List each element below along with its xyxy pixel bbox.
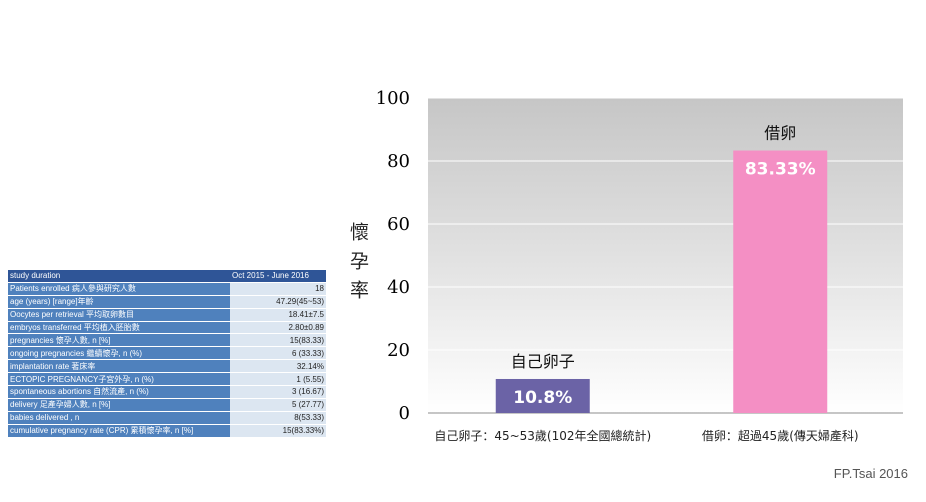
bar-annotation: 自己卵子	[511, 352, 575, 371]
row-label: ongoing pregnancies 繼續懷孕, n (%)	[8, 346, 230, 361]
plot-area	[428, 98, 903, 413]
study-summary-table: study duration Oct 2015 - June 2016 Pati…	[8, 270, 326, 438]
y-tick-label: 20	[387, 340, 410, 361]
table-body: study duration Oct 2015 - June 2016 Pati…	[8, 270, 326, 438]
row-value: 18	[230, 282, 326, 296]
row-label: spontaneous abortions 自然流產, n (%)	[8, 385, 230, 399]
row-value: 8(53.33)	[230, 411, 326, 425]
row-label: cumulative pregnancy rate (CPR) 累積懷孕率, n…	[8, 424, 230, 438]
row-label: implantation rate 著床率	[8, 359, 230, 374]
row-value: 15(83.33%)	[230, 424, 326, 438]
row-label: babies delivered , n	[8, 411, 230, 425]
row-label: embryos transferred 平均植入胚胎數	[8, 321, 230, 335]
y-tick-label: 40	[387, 277, 410, 298]
table-row: ECTOPIC PREGNANCY子宮外孕, n (%) 1 (5.55)	[8, 372, 326, 387]
row-label: Oocytes per retrieval 平均取卵數目	[8, 308, 230, 322]
y-tick-label: 100	[376, 88, 410, 109]
header-label: study duration	[8, 270, 230, 283]
x-category-label: 自己卵子：45~53歲(102年全國總統計)	[434, 428, 651, 443]
table-row: Oocytes per retrieval 平均取卵數目 18.41±7.5	[8, 308, 326, 322]
row-value: 2.80±0.89	[230, 321, 326, 335]
y-tick-label: 80	[387, 151, 410, 172]
bar	[733, 150, 828, 413]
y-tick-label: 0	[399, 403, 410, 424]
table-row: delivery 足產孕婦人數, n [%] 5 (27.77)	[8, 398, 326, 412]
row-label: Patients enrolled 病人參與研究人數	[8, 282, 230, 296]
bar	[495, 378, 590, 413]
row-value: 18.41±7.5	[230, 308, 326, 322]
row-value: 1 (5.55)	[230, 372, 326, 387]
row-value: 15(83.33)	[230, 333, 326, 348]
x-category-label: 借卵：超過45歲(傳天婦產科)	[702, 428, 859, 443]
row-value: 3 (16.67)	[230, 385, 326, 399]
table-row: age (years) [range]年齡 47.29(45~53)	[8, 295, 326, 309]
table-row: Patients enrolled 病人參與研究人數 18	[8, 282, 326, 296]
table-row: ongoing pregnancies 繼續懷孕, n (%) 6 (33.33)	[8, 346, 326, 361]
table-row: implantation rate 著床率 32.14%	[8, 359, 326, 374]
y-axis-title: 懷孕率	[347, 222, 369, 309]
row-value: 47.29(45~53)	[230, 295, 326, 309]
row-value: 32.14%	[230, 359, 326, 374]
table-header-row: study duration Oct 2015 - June 2016	[8, 270, 326, 283]
row-label: age (years) [range]年齡	[8, 295, 230, 309]
header-value: Oct 2015 - June 2016	[230, 270, 326, 283]
bar-value-label: 10.8%	[513, 388, 572, 408]
row-label: ECTOPIC PREGNANCY子宮外孕, n (%)	[8, 372, 230, 387]
row-value: 5 (27.77)	[230, 398, 326, 412]
y-tick-label: 60	[387, 214, 410, 235]
bar-value-label: 83.33%	[745, 160, 816, 180]
table-row: embryos transferred 平均植入胚胎數 2.80±0.89	[8, 321, 326, 335]
row-label: pregnancies 懷孕人數, n [%]	[8, 333, 230, 348]
bar-annotation: 借卵	[764, 124, 796, 143]
table-row: cumulative pregnancy rate (CPR) 累積懷孕率, n…	[8, 424, 326, 438]
row-label: delivery 足產孕婦人數, n [%]	[8, 398, 230, 412]
table-row: spontaneous abortions 自然流產, n (%) 3 (16.6…	[8, 385, 326, 399]
table-row: babies delivered , n 8(53.33)	[8, 411, 326, 425]
table-row: pregnancies 懷孕人數, n [%] 15(83.33)	[8, 333, 326, 348]
footer-credit: FP.Tsai 2016	[833, 466, 908, 481]
row-value: 6 (33.33)	[230, 346, 326, 361]
